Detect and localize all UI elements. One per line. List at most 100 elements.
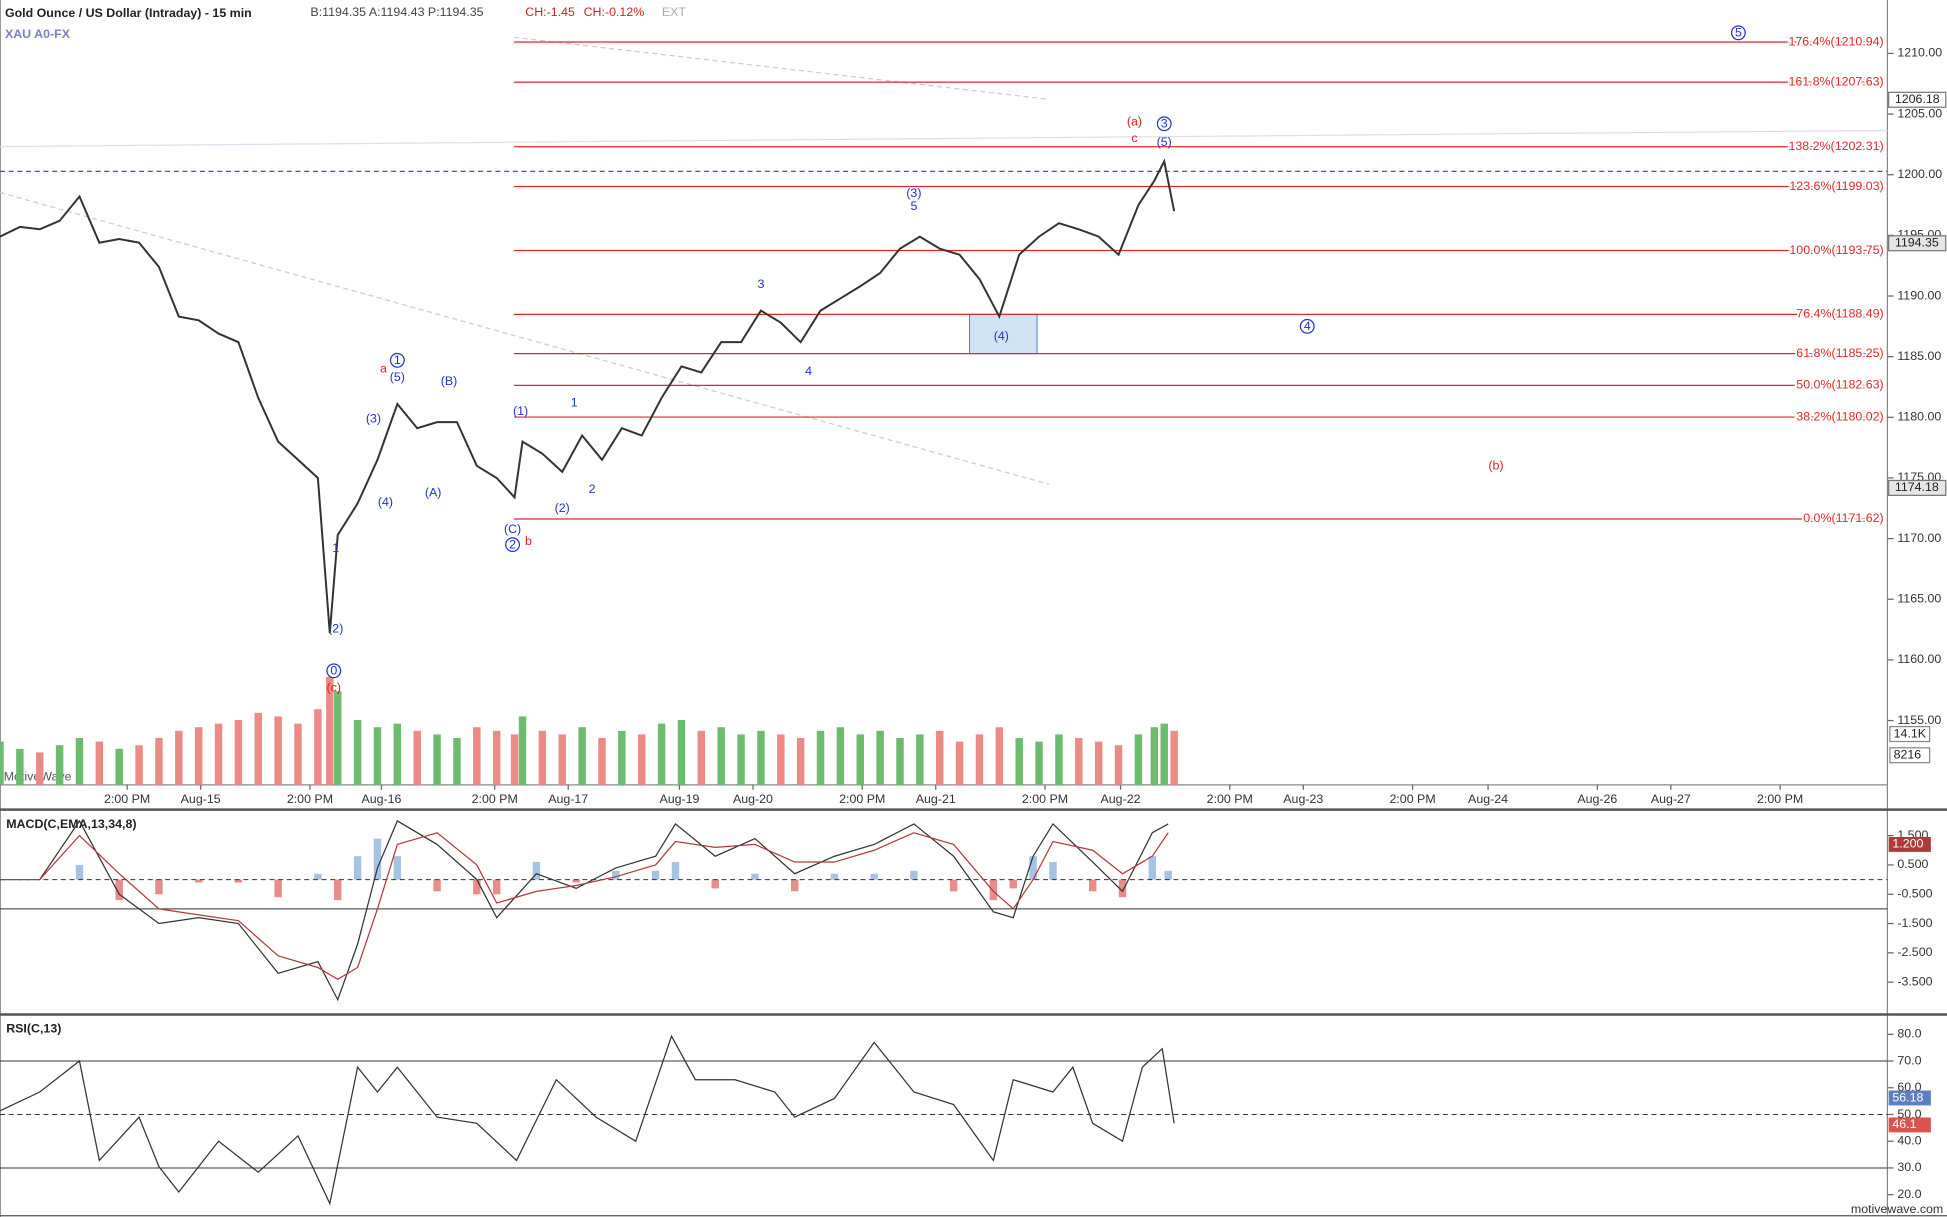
volume-bar bbox=[0, 741, 4, 785]
x-tick-label: 2:00 PM bbox=[472, 792, 518, 806]
y-tick-label: 40.0 bbox=[1897, 1133, 1921, 1147]
x-tick-label: Aug-15 bbox=[181, 792, 221, 806]
volume-bar bbox=[916, 734, 924, 785]
x-tick-label: Aug-22 bbox=[1101, 792, 1141, 806]
volume-tag-label: 8216 bbox=[1894, 748, 1922, 762]
wave-label: 5 bbox=[1735, 26, 1742, 40]
panel-title: MACD(C,EMA,13,34,8) bbox=[6, 817, 136, 831]
wave-label: 0 bbox=[330, 664, 337, 678]
histogram-bar bbox=[751, 873, 759, 880]
x-tick-label: Aug-16 bbox=[361, 792, 401, 806]
wave-label: (4) bbox=[994, 329, 1009, 343]
histogram-bar bbox=[234, 879, 243, 883]
price-tag-label: 1174.18 bbox=[1895, 480, 1939, 494]
histogram-bar bbox=[671, 862, 680, 880]
wave-circle bbox=[1730, 25, 1746, 41]
volume-bar bbox=[876, 730, 884, 785]
y-tick-label: -2.500 bbox=[1897, 945, 1932, 959]
volume-bar bbox=[433, 734, 441, 785]
y-tick-label: -3.500 bbox=[1897, 974, 1932, 988]
volume-bar bbox=[558, 734, 566, 785]
volume-bar bbox=[618, 730, 626, 785]
wave-label: (5) bbox=[1157, 135, 1172, 149]
histogram-bar bbox=[1009, 879, 1017, 889]
histogram-bar bbox=[155, 879, 163, 895]
price-tag bbox=[1888, 235, 1947, 252]
y-tick-label: 30.0 bbox=[1897, 1160, 1921, 1174]
volume-bar bbox=[1150, 727, 1159, 785]
wave-label: (2) bbox=[328, 621, 343, 635]
y-tick-label: 1160.00 bbox=[1897, 652, 1941, 666]
volume-bar bbox=[326, 676, 334, 785]
channel-line bbox=[513, 36, 1050, 101]
volume-bar bbox=[856, 734, 864, 785]
wave-label: 1 bbox=[332, 541, 339, 555]
wave-circle bbox=[1156, 116, 1172, 132]
y-tick-label: 1170.00 bbox=[1897, 531, 1941, 545]
histogram-bar bbox=[532, 862, 541, 880]
volume-bar bbox=[314, 709, 322, 785]
wave-label: 3 bbox=[1161, 117, 1168, 131]
x-tick-label: Aug-21 bbox=[916, 792, 956, 806]
y-tick-label: 1180.00 bbox=[1897, 410, 1941, 424]
volume-bar bbox=[95, 741, 104, 785]
histogram-bar bbox=[1088, 879, 1097, 892]
histogram-bar bbox=[1148, 856, 1157, 880]
y-tick-label: 1200.00 bbox=[1897, 167, 1942, 181]
series-line bbox=[0, 832, 1169, 980]
wave-label: (3) bbox=[366, 411, 381, 425]
volume-bar bbox=[995, 727, 1004, 785]
fib-label: 100.0%(1193.75) bbox=[1789, 243, 1883, 257]
volume-bar bbox=[334, 691, 342, 785]
x-tick-label: Aug-17 bbox=[548, 792, 588, 806]
y-tick-label: 70.0 bbox=[1897, 1053, 1921, 1067]
volume-bar bbox=[538, 730, 547, 785]
histogram-bar bbox=[1049, 862, 1057, 880]
volume-bar bbox=[836, 727, 845, 785]
volume-bar bbox=[115, 748, 123, 785]
wave-label: 4 bbox=[805, 364, 812, 378]
y-tick-label: -1.500 bbox=[1897, 916, 1932, 930]
wave-label: (C) bbox=[504, 522, 521, 536]
wave-label: (5) bbox=[390, 370, 405, 384]
volume-bar bbox=[353, 720, 362, 785]
volume-bar bbox=[777, 734, 785, 785]
y-tick-label: 1165.00 bbox=[1897, 592, 1941, 606]
x-tick-label: 2:00 PM bbox=[1207, 792, 1253, 806]
volume-tag bbox=[1889, 725, 1931, 743]
histogram-bar bbox=[989, 879, 998, 901]
histogram-bar bbox=[612, 870, 620, 880]
x-tick-label: Aug-19 bbox=[659, 792, 699, 806]
value-tag-label: 1.200 bbox=[1892, 837, 1923, 851]
fib-label: 61.8%(1185.25) bbox=[1796, 346, 1883, 360]
volume-bar bbox=[796, 738, 805, 785]
volume-bar bbox=[737, 734, 745, 785]
histogram-bar bbox=[75, 864, 84, 880]
wave-circle bbox=[505, 537, 521, 553]
y-tick-label: 0.500 bbox=[1897, 857, 1928, 871]
histogram-bar bbox=[1118, 879, 1127, 898]
panel-title: RSI(C,13) bbox=[6, 1022, 61, 1036]
histogram-bar bbox=[314, 873, 322, 880]
volume-bar bbox=[1114, 745, 1123, 785]
target-box bbox=[969, 313, 1038, 355]
volume-bar bbox=[36, 752, 44, 785]
wave-label: (b) bbox=[1488, 459, 1503, 473]
histogram-bar bbox=[334, 879, 342, 901]
histogram-bar bbox=[115, 879, 123, 901]
wave-circle bbox=[1299, 318, 1315, 334]
wave-circle bbox=[389, 352, 405, 368]
y-tick-label: 1185.00 bbox=[1897, 349, 1941, 363]
volume-bar bbox=[274, 716, 282, 785]
value-tag bbox=[1888, 1090, 1931, 1106]
histogram-bar bbox=[433, 879, 441, 892]
series-line bbox=[0, 819, 1169, 1002]
x-tick-label: 2:00 PM bbox=[1757, 792, 1803, 806]
volume-bar bbox=[816, 730, 825, 785]
y-tick-label: 1205.00 bbox=[1897, 106, 1942, 120]
volume-bar bbox=[155, 738, 163, 785]
volume-bar bbox=[1170, 730, 1178, 785]
histogram-bar bbox=[393, 856, 402, 880]
